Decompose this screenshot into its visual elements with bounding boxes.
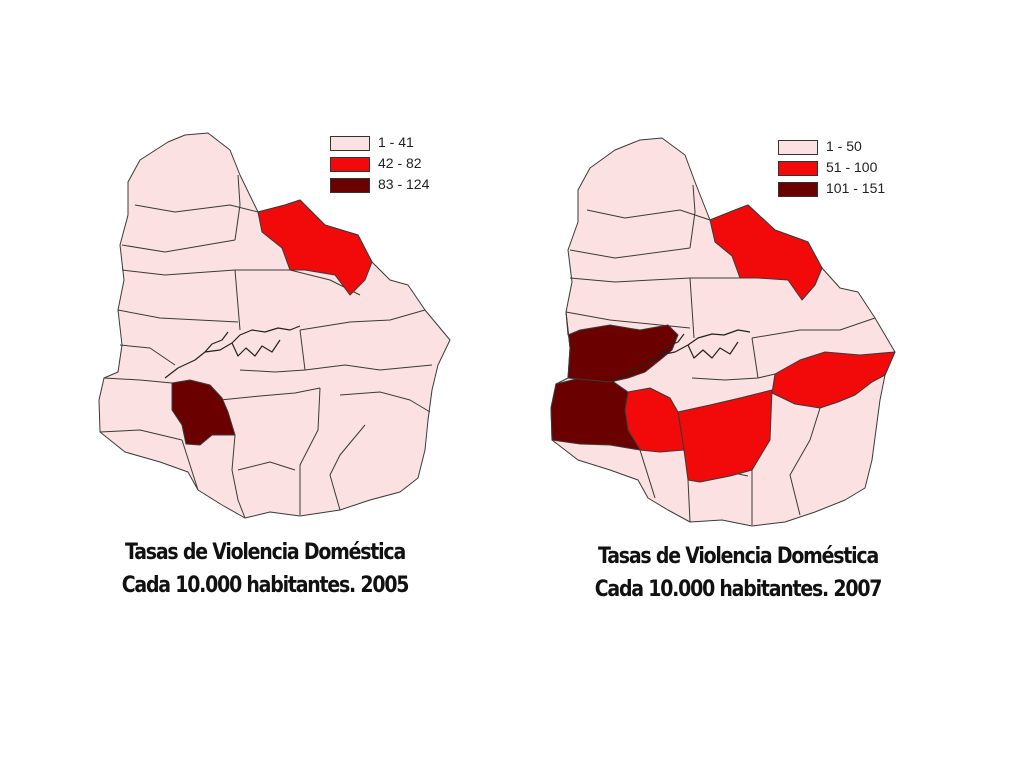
legend-swatch-mid	[778, 161, 818, 176]
legend-swatch-low	[778, 140, 818, 155]
legend-swatch-high	[330, 178, 370, 193]
dept-flores-2005	[171, 379, 236, 446]
caption-2007: Tasas de Violencia Doméstica Cada 10.000…	[588, 540, 889, 606]
dept-rio-negro-2007	[565, 311, 679, 383]
legend-swatch-mid	[330, 157, 370, 172]
dept-treinta-y-tres-2007	[771, 351, 896, 409]
dept-rivera-2005	[257, 199, 373, 296]
legend-label-high: 83 - 124	[378, 176, 430, 192]
legend-2007: 1 - 50 51 - 100 101 - 151	[778, 138, 918, 201]
legend-label-mid: 51 - 100	[826, 159, 878, 175]
caption-2005: Tasas de Violencia Doméstica Cada 10.000…	[115, 536, 416, 602]
legend-2005: 1 - 41 42 - 82 83 - 124	[330, 134, 470, 197]
legend-label-mid: 42 - 82	[378, 155, 422, 171]
caption-line-2: Cada 10.000 habitantes. 2005	[121, 573, 410, 598]
legend-swatch-high	[778, 182, 818, 197]
legend-label-low: 1 - 41	[378, 134, 414, 150]
dept-florida-2007	[677, 389, 773, 483]
legend-label-high: 101 - 151	[826, 180, 886, 196]
dept-rivera-2007	[709, 204, 823, 301]
legend-swatch-low	[330, 136, 370, 151]
caption-line-1: Tasas de Violencia Doméstica	[597, 544, 879, 569]
legend-label-low: 1 - 50	[826, 138, 862, 154]
reservoir-line	[611, 329, 751, 383]
caption-line-1: Tasas de Violencia Doméstica	[124, 540, 406, 565]
reservoir-line	[164, 325, 301, 379]
caption-line-2: Cada 10.000 habitantes. 2007	[594, 577, 883, 602]
